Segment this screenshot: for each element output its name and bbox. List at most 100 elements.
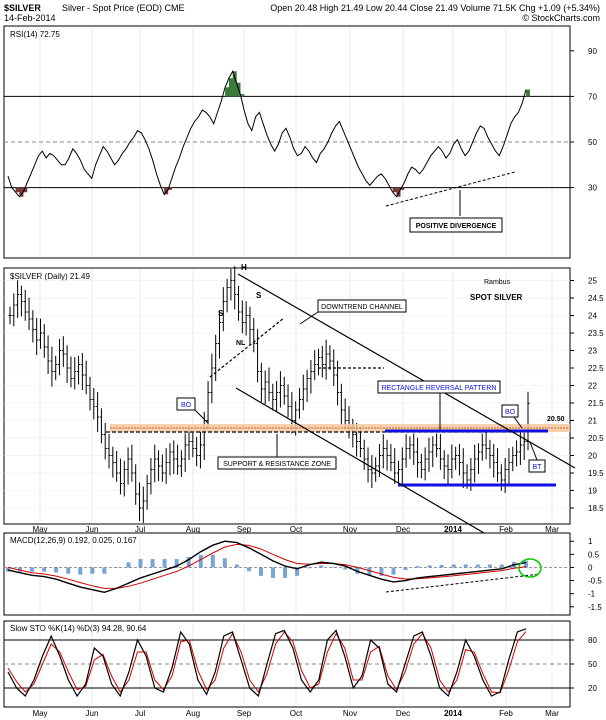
price-ytick-label: 21.5: [588, 399, 604, 408]
neckline: [209, 317, 285, 378]
x-tick-label: Nov: [343, 709, 357, 718]
macd-histogram-bar: [18, 567, 23, 572]
macd-histogram-bar: [451, 564, 456, 568]
macd-histogram-bar: [283, 567, 288, 578]
macd-signal-line: [7, 543, 527, 589]
rsi-panel: RSI(14) 72.75 30 50 70 90 POSITIVE DIVERGEN…: [3, 25, 597, 259]
macd-divergence-line: [385, 573, 541, 593]
macd-histogram-bar: [331, 567, 336, 568]
level-label: 20.50: [547, 416, 565, 423]
macd-histogram-bar: [271, 567, 276, 578]
chart-header: $SILVER Silver - Spot Price (EOD) CME 14…: [4, 3, 600, 23]
x-tick-label: Oct: [290, 709, 303, 718]
x-tick-label: Jul: [135, 525, 145, 534]
macd-ytick-label: -1.5: [588, 603, 602, 612]
rectangle-box: [377, 380, 501, 394]
macd-histogram-bar: [367, 567, 372, 575]
price-ytick-label: 19: [588, 487, 597, 496]
x-tick-label: May: [32, 709, 47, 718]
downtrend-label: DOWNTREND CHANNEL: [321, 304, 403, 311]
price-ytick-label: 24: [588, 312, 597, 321]
price-ytick-label: 18.5: [588, 504, 604, 513]
macd-histogram-bar: [138, 559, 143, 568]
x-tick-label: Nov: [343, 525, 357, 534]
price-ytick-label: 19.5: [588, 469, 604, 478]
bo-label-2: BO: [505, 409, 516, 416]
rsi-title: RSI(14) 72.75: [10, 30, 60, 39]
x-tick-label: Jun: [86, 525, 99, 534]
neckline-label: NL: [236, 340, 246, 347]
downtrend-lower-line: [235, 387, 497, 541]
x-tick-label: Jul: [135, 709, 145, 718]
macd-panel: MACD(12,26,9) 0.192, 0.025, 0.167 -1.5 -1…: [3, 532, 602, 616]
macd-histogram-bar: [126, 562, 131, 568]
macd-histogram-bar: [54, 567, 59, 573]
support-label: SUPPORT & RESISTANCE ZONE: [223, 461, 331, 468]
macd-histogram-bar: [234, 564, 239, 568]
rsi-line: [7, 70, 527, 198]
author-label: Rambus: [484, 279, 511, 286]
macd-histogram-bar: [499, 564, 504, 568]
macd-histogram-bar: [258, 567, 263, 576]
symbol-description: Silver - Spot Price (EOD) CME: [62, 3, 185, 13]
sto-ytick-label: 20: [588, 684, 597, 693]
macd-histogram-bar: [379, 567, 384, 576]
price-panel: $SILVER (Daily) 21.49 18.5 19 19.5 20 20.5 21…: [3, 263, 604, 541]
macd-histogram-bar: [391, 567, 396, 575]
sto-ytick-label: 80: [588, 636, 597, 645]
price-ytick-label: 23: [588, 347, 597, 356]
macd-histogram-bar: [42, 567, 47, 572]
macd-histogram-bar: [439, 564, 444, 568]
macd-histogram-bar: [307, 567, 312, 569]
sto-panel: Slow STO %K(14) %D(3) 94.28, 90.64 20 50 8…: [3, 620, 597, 708]
copyright-label: © StockCharts.com: [522, 13, 600, 23]
x-tick-label: Feb: [499, 525, 513, 534]
macd-histogram-bar: [150, 559, 155, 568]
x-tick-label: Jun: [86, 709, 99, 718]
bo-box-2: [501, 404, 519, 418]
price-title: $SILVER (Daily) 21.49: [10, 272, 90, 281]
downtrend-box: [317, 299, 407, 313]
macd-histogram-bar: [6, 567, 10, 572]
macd-title: MACD(12,26,9) 0.192, 0.025, 0.167: [10, 536, 137, 545]
macd-histogram-bar: [403, 567, 408, 570]
downtrend-upper-line: [237, 273, 576, 469]
head-label: H: [241, 263, 247, 272]
rsi-ytick-label: 50: [588, 138, 597, 147]
sto-d-line: [7, 631, 527, 694]
macd-histogram-bar: [102, 567, 107, 574]
x-tick-label: Mar: [545, 709, 559, 718]
x-tick-label: Sep: [237, 709, 252, 718]
macd-ytick-label: 1: [588, 537, 593, 546]
left-shoulder-label: S: [218, 309, 224, 318]
macd-histogram-bar: [415, 566, 420, 568]
price-ytick-label: 22: [588, 382, 597, 391]
macd-histogram-bar: [210, 554, 215, 568]
x-tick-label: Mar: [545, 525, 559, 534]
downtrend-pointer: [299, 311, 319, 325]
x-tick-label: May: [32, 525, 47, 534]
macd-histogram-bar: [186, 556, 191, 568]
macd-ytick-label: -0.5: [588, 577, 602, 586]
right-shoulder-label: S: [256, 291, 262, 300]
bo-pointer-1: [194, 409, 209, 424]
x-tick-label: Aug: [186, 709, 200, 718]
subtitle-label: SPOT SILVER: [470, 293, 523, 302]
macd-histogram-bar: [475, 564, 480, 568]
macd-histogram-bar: [524, 560, 528, 568]
macd-histogram-bar: [78, 567, 83, 575]
x-tick-label: 2014: [444, 709, 462, 718]
x-tick-label: 2014: [444, 525, 462, 534]
sto-title: Slow STO %K(14) %D(3) 94.28, 90.64: [10, 624, 147, 633]
macd-histogram-bar: [90, 567, 95, 574]
macd-histogram-bar: [463, 564, 468, 568]
macd-ytick-label: 0: [588, 563, 593, 572]
sto-k-line: [7, 628, 527, 698]
price-ytick-label: 25: [588, 277, 597, 286]
macd-histogram-bar: [319, 565, 324, 568]
rectangle-label: RECTANGLE REVERSAL PATTERN: [382, 385, 497, 392]
divergence-label: POSITIVE DIVERGENCE: [416, 223, 497, 230]
divergence-box: [409, 217, 503, 233]
macd-histogram-bar: [427, 565, 432, 568]
